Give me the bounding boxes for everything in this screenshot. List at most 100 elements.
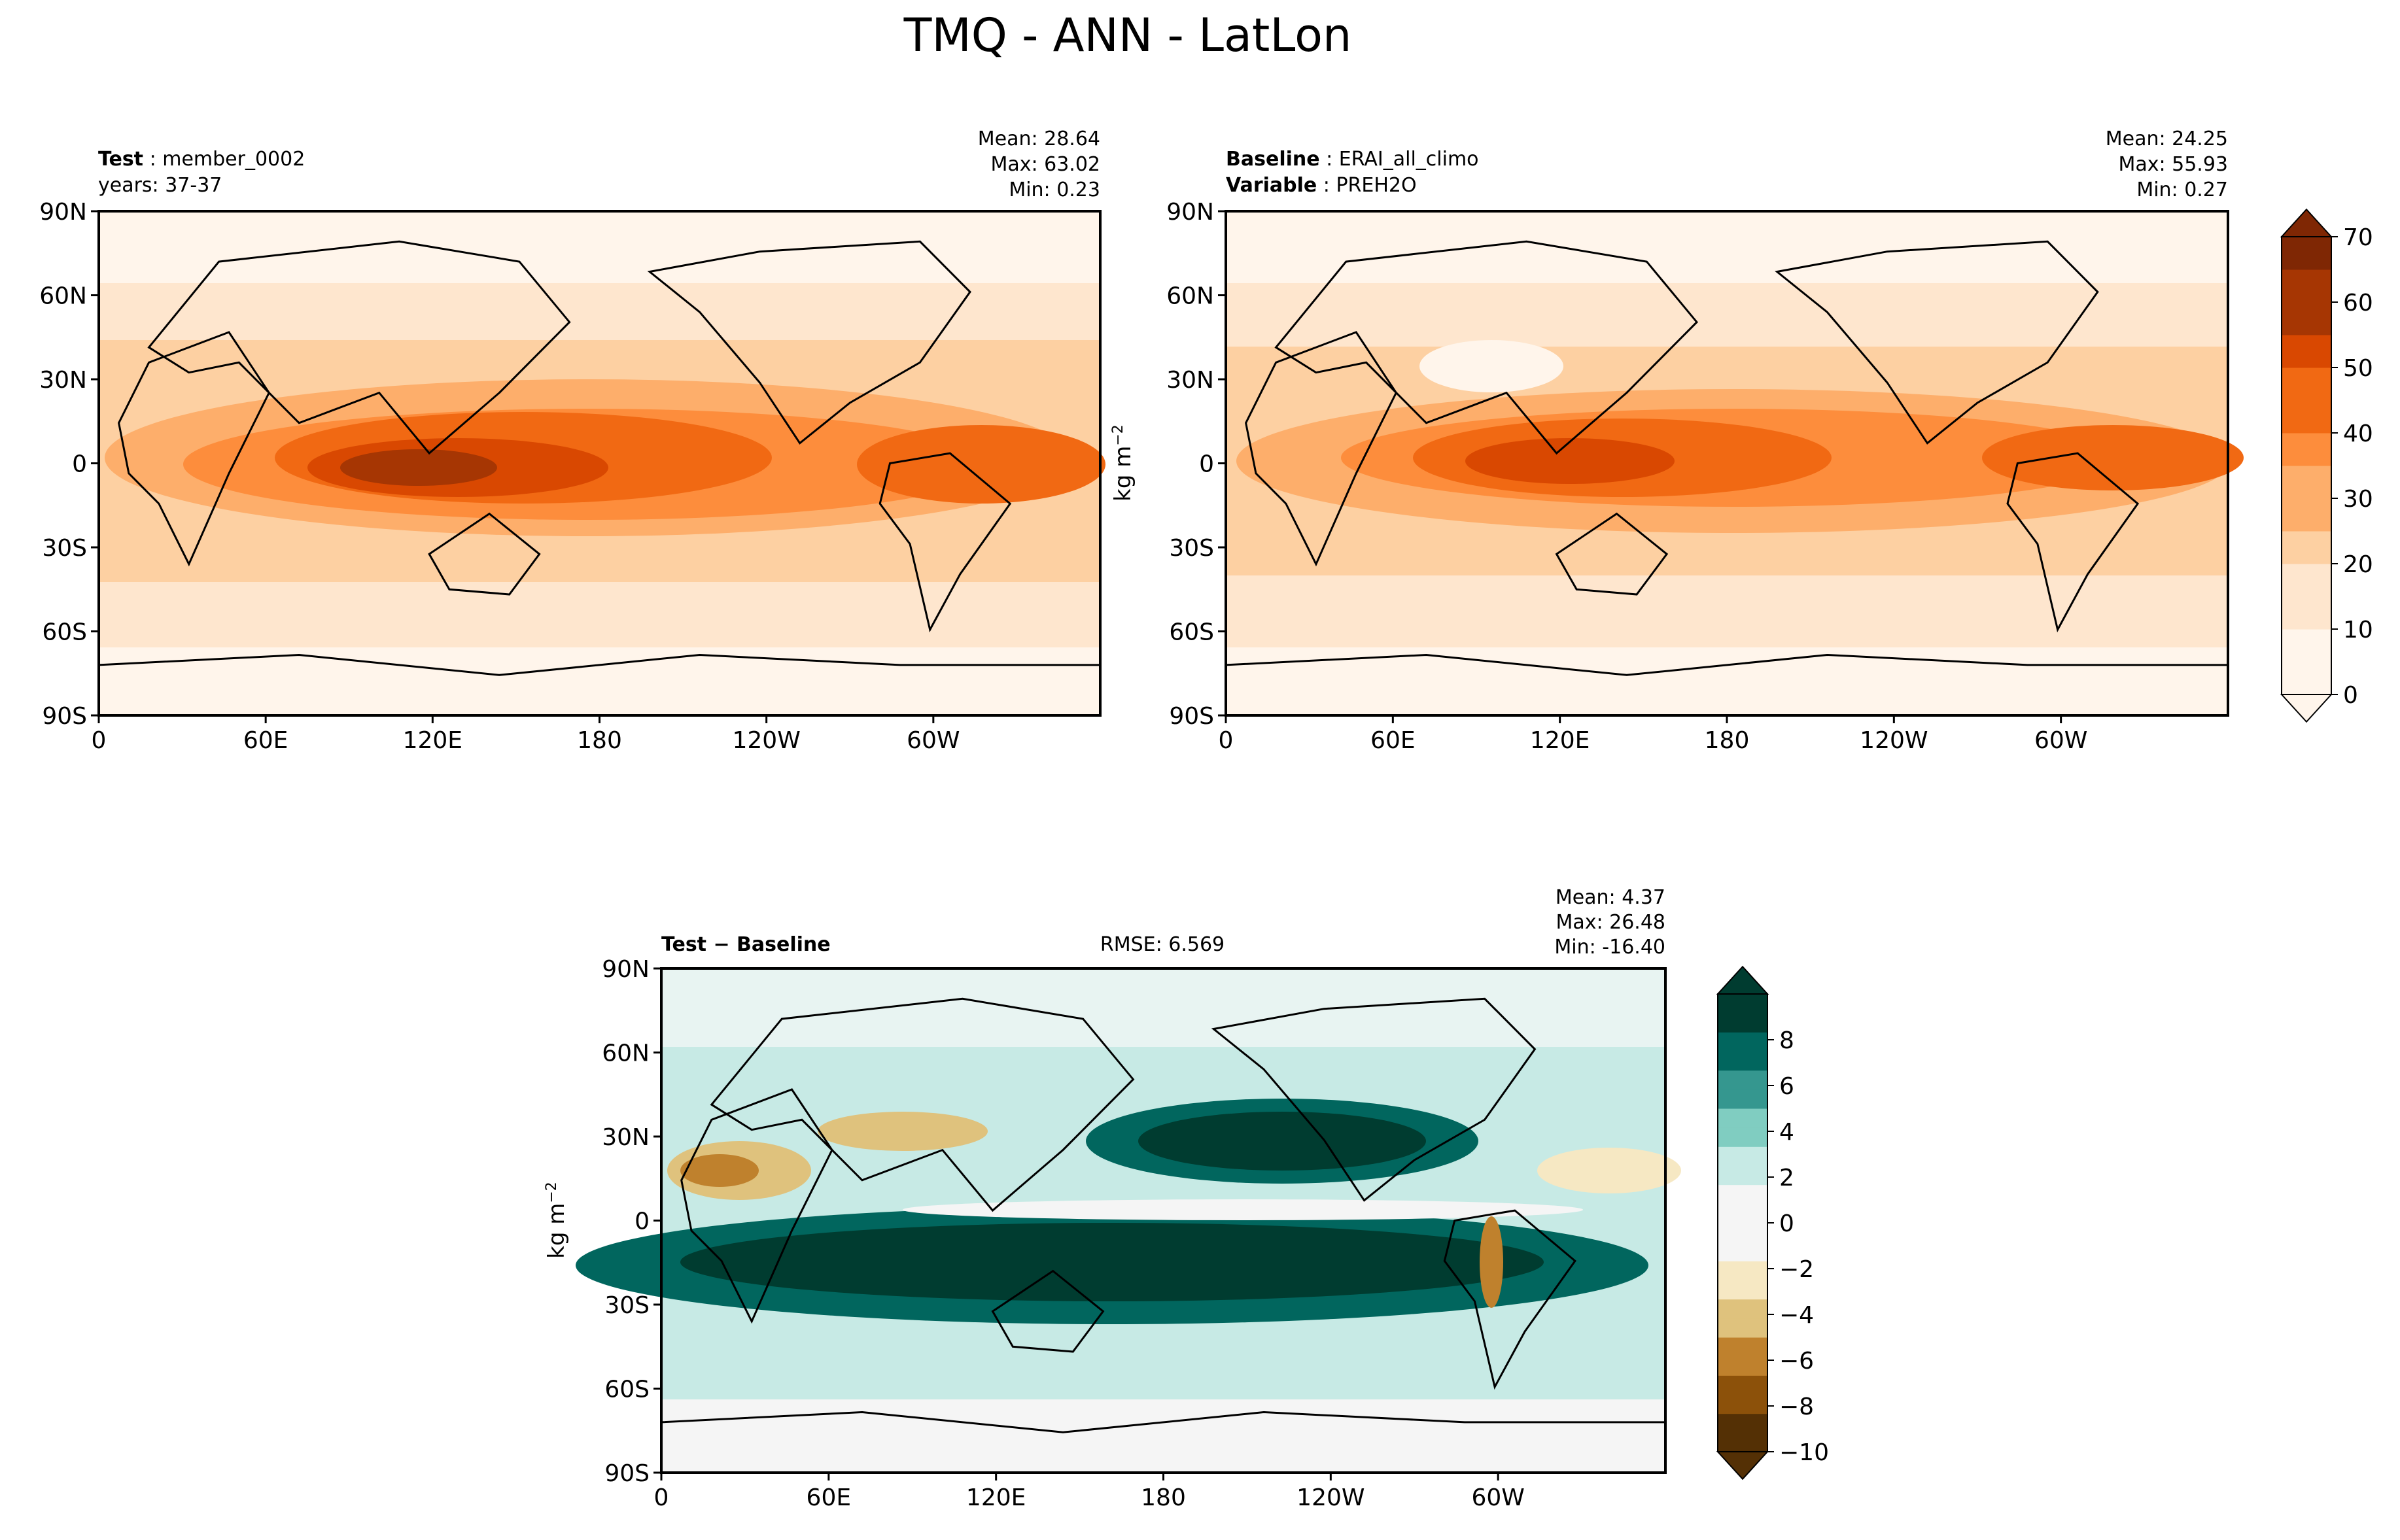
- test-xtick-label: 120E: [403, 727, 462, 754]
- colorbar-top-segment: [2282, 466, 2331, 499]
- test-years: years: 37-37: [98, 174, 222, 197]
- colorbar-bottom-tick-label: −4: [1779, 1302, 1814, 1329]
- colorbar-bottom-segment: [1718, 1242, 1767, 1261]
- colorbar-bottom-segment: [1718, 1013, 1767, 1033]
- test-ytick-label: 60N: [39, 283, 87, 310]
- base-ytick-label: 30S: [1169, 535, 1214, 562]
- diff-ytick-label: 90S: [604, 1460, 650, 1487]
- colorbar-top: 0 10 20 30 40 50 60 70: [2280, 208, 2373, 723]
- diff-polar-n: [661, 968, 1665, 1047]
- colorbar-top-segment: [2282, 531, 2331, 564]
- colorbar-bottom-segment: [1718, 1051, 1767, 1071]
- colorbar-top-extend-min: [2280, 694, 2333, 723]
- diff-ytick-label: 60N: [602, 1040, 650, 1067]
- test-axes: 0 60E 120E 180 120W 60W 90S 60S 30S 0 30N 60N 90N: [39, 199, 960, 754]
- base-ytick-label: 90N: [1166, 199, 1214, 226]
- diff-max: Max: 26.48: [1556, 911, 1665, 934]
- panel-baseline: Baseline : ERAI_all_climo Variable : PRE…: [1110, 128, 2373, 723]
- colorbar-bottom-extend-max: [1716, 965, 1769, 995]
- base-variable: Variable : PREH2O: [1226, 174, 1417, 197]
- colorbar-bottom-segment: [1718, 1318, 1767, 1338]
- colorbar-top-tick-label: 60: [2343, 290, 2373, 317]
- colorbar-top-segment: [2282, 564, 2331, 597]
- test-header-label: Test : member_0002: [98, 148, 305, 171]
- diff-blob-npac-core: [1138, 1112, 1426, 1171]
- colorbar-top-segment: [2282, 335, 2331, 368]
- colorbar-bottom-segment: [1718, 1299, 1767, 1319]
- colorbar-bottom-tick-label: −2: [1779, 1256, 1814, 1283]
- colorbar-bottom-segment: [1718, 1280, 1767, 1300]
- colorbar-top-segment: [2282, 498, 2331, 532]
- colorbar-bottom-segment: [1718, 1032, 1767, 1052]
- base-xtick-label: 120W: [1860, 727, 1928, 754]
- test-map-field: [97, 210, 1105, 717]
- colorbar-bottom-tick-label: −8: [1779, 1394, 1814, 1420]
- test-ytick-label: 60S: [42, 619, 87, 646]
- colorbar-top-segment: [2282, 237, 2331, 270]
- test-polar-n: [99, 211, 1100, 283]
- colorbar-top-extend-max: [2280, 208, 2333, 237]
- colorbar-top-tick-label: 50: [2343, 355, 2373, 382]
- test-ytick-label: 0: [72, 451, 87, 478]
- colorbar-bottom-segment: [1718, 994, 1767, 1014]
- diff-ylabel: kg m−2: [544, 1182, 570, 1259]
- colorbar-top-tick-label: 20: [2343, 551, 2373, 578]
- diff-xtick-label: 120W: [1296, 1484, 1365, 1511]
- test-ytick-label: 90N: [39, 199, 87, 226]
- cb-top-label-text: kg m: [1110, 446, 1136, 502]
- base-map-field: [1225, 210, 2244, 717]
- diff-ylabel-sup: −2: [544, 1182, 560, 1203]
- test-mean: Mean: 28.64: [978, 128, 1100, 150]
- base-min: Min: 0.27: [2136, 179, 2228, 201]
- base-ytick-label: 60N: [1166, 283, 1214, 310]
- diff-blob-andes: [1480, 1216, 1503, 1308]
- colorbar-bottom-segment: [1718, 1223, 1767, 1242]
- colorbar-bottom-segment: [1718, 1356, 1767, 1376]
- diff-blob-asia: [818, 1112, 988, 1151]
- base-var-value: PREH2O: [1336, 174, 1416, 197]
- diff-ylabel-text: kg m: [544, 1203, 570, 1259]
- colorbar-bottom-segment: [1718, 1432, 1767, 1452]
- base-coastlines: [1225, 240, 2228, 676]
- diff-polar-s: [661, 1399, 1665, 1473]
- colorbar-bottom-segment: [1718, 1413, 1767, 1433]
- diff-mean: Mean: 4.37: [1556, 886, 1665, 909]
- test-polar-s: [99, 647, 1100, 715]
- base-blob-atl: [1982, 425, 2244, 490]
- test-label-value: member_0002: [162, 148, 305, 171]
- diff-header-label: Test − Baseline: [661, 933, 831, 956]
- diff-xtick-label: 180: [1141, 1484, 1186, 1511]
- base-ytick-label: 60S: [1169, 619, 1214, 646]
- colorbar-bottom: −10 −8 −6 −4 −2 0 2 4 6 8: [1716, 965, 1829, 1480]
- colorbar-bottom-segment: [1718, 1261, 1767, 1280]
- test-blob-core2: [340, 449, 497, 486]
- base-mean: Mean: 24.25: [2106, 128, 2228, 150]
- colorbar-bottom-tick-label: 2: [1779, 1165, 1794, 1191]
- test-label-sep: :: [143, 148, 162, 171]
- figure-title: TMQ - ANN - LatLon: [903, 9, 1352, 62]
- diff-ytick-label: 30N: [602, 1124, 650, 1151]
- colorbar-top-segment: [2282, 662, 2331, 695]
- colorbar-top-segment: [2282, 368, 2331, 401]
- diff-ytick-label: 90N: [602, 956, 650, 983]
- colorbar-top-outline: [2281, 236, 2332, 695]
- test-xtick-label: 180: [577, 727, 622, 754]
- test-blob-atl: [857, 425, 1105, 504]
- diff-rmse: RMSE: 6.569: [1100, 933, 1225, 956]
- base-ytick-label: 30N: [1166, 367, 1214, 394]
- base-label-value: ERAI_all_climo: [1339, 148, 1479, 171]
- test-ytick-label: 30N: [39, 367, 87, 394]
- diff-xtick-label: 60W: [1471, 1484, 1524, 1511]
- base-polar-n: [1226, 211, 2228, 283]
- diff-blob-sahara-core: [680, 1154, 759, 1187]
- colorbar-top-segment: [2282, 629, 2331, 662]
- test-max: Max: 63.02: [990, 153, 1100, 176]
- diff-ytick-label: 30S: [604, 1292, 650, 1319]
- colorbar-bottom-tick-label: 8: [1779, 1027, 1794, 1054]
- colorbar-bottom-segment: [1718, 1394, 1767, 1414]
- test-xtick-label: 120W: [733, 727, 801, 754]
- diff-ytick-label: 60S: [604, 1377, 650, 1403]
- colorbar-bottom-segment: [1718, 1089, 1767, 1109]
